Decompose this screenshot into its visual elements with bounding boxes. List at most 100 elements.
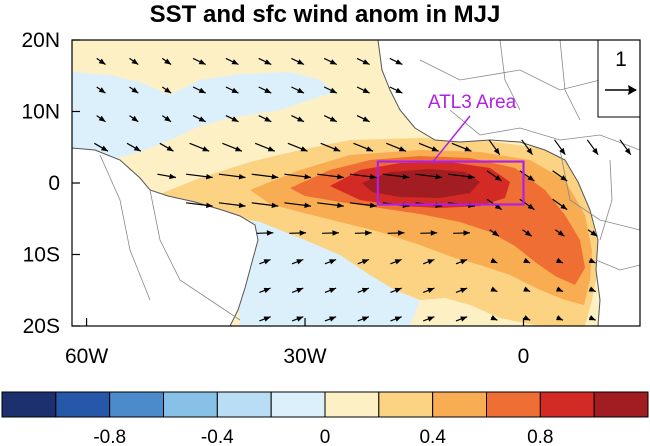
cool-region-sw [236,216,420,326]
wind-vector-arrowhead [164,115,172,122]
wind-vector-arrowhead [402,174,410,180]
wind-vector-arrowhead [464,146,472,152]
wind-vector-arrowhead [333,146,341,152]
longitude-axis: 60W 30W 0 [65,318,529,368]
south-america [72,147,259,326]
wind-vector-arrowhead [198,87,206,94]
wind-vector-arrowhead [395,87,403,94]
wind-vector-arrowhead [329,59,337,65]
wind-vector-arrowhead [169,173,176,180]
wind-vector-arrowhead [296,259,304,265]
wind-vector-arrowhead [435,174,443,180]
wind-vector-arrowhead [460,316,468,322]
wind-vector-arrowhead [131,58,139,65]
figure-title: SST and sfc wind anom in MJJ [150,1,501,28]
reference-vector-arrowhead [628,85,637,95]
map-panel [72,40,640,326]
wind-vector-arrowhead [198,116,206,122]
wind-vector-arrowhead [523,286,531,292]
wind-vector-arrowhead [264,116,272,122]
wind-vector-arrowhead [329,287,337,293]
colorbar-swatch [270,391,326,418]
wind-vector-arrowhead [202,146,210,152]
wind-vector-arrowhead [337,174,344,180]
colorbar-swatch [1,391,57,418]
warm-level-6 [362,169,480,198]
wind-vector-arrowhead [264,59,272,65]
wind-vector-arrowhead [361,287,369,293]
wind-vector-arrowhead [494,203,502,210]
cool-anomaly-shading [72,72,420,326]
wind-vector-arrowhead [557,230,565,237]
wind-vector-arrowhead [271,202,279,208]
wind-vector-arrowhead [296,316,304,322]
wind-vector-arrowhead [527,203,535,210]
colorbar-tick-label: 0.8 [527,427,553,446]
wind-vector-arrowhead [329,259,337,265]
wind-vector-arrowhead [560,203,568,210]
wind-vector-arrowhead [362,87,370,94]
latitude-axis: 20N 10N 0 10S 20S [21,29,80,338]
wind-vector-arrowhead [304,202,311,208]
colorbar-swatch [593,391,649,418]
wind-vector-arrowhead [588,286,596,292]
wind-vector-arrowhead [206,174,213,180]
wind-vector-arrowhead [592,147,599,155]
colorbar-swatch [432,391,488,418]
wind-vector-arrowhead [98,115,106,122]
wind-vector-arrowhead [329,87,337,94]
wind-vector-arrowhead [299,230,307,236]
wind-vector-arrowhead [362,116,370,122]
colorbar-swatch [486,391,541,418]
wind-vector-arrowhead [523,315,531,321]
wind-vector-arrowhead [527,175,535,181]
wind-vector-arrowhead [556,315,563,321]
lat-tick-label: 10S [23,244,60,267]
colorbar-tick-label: 0.4 [419,427,446,446]
wind-vector-arrowhead [101,145,108,152]
wind-vector-arrowhead [490,257,498,263]
wind-vector-arrowhead [490,315,498,321]
wind-vector-arrowhead [297,59,304,65]
land-masses [72,40,640,326]
wind-vector-arrowhead [493,147,500,155]
wind-vector-arrowhead [98,87,106,94]
wind-vector-arrowhead [263,287,271,293]
wind-vector-arrowhead [296,287,304,293]
wind-vector-arrowhead [235,146,242,152]
lat-tick-label: 20N [21,29,60,52]
wind-vector-arrowhead [332,230,339,236]
wind-vector-arrowhead [266,230,274,236]
wind-vector-arrowhead [300,146,308,152]
lon-tick-label: 60W [65,345,108,368]
wind-vector-arrowhead [337,202,344,208]
africa [377,40,640,326]
wind-vector-arrowhead [490,286,498,292]
wind-vector-arrowhead [624,147,631,155]
wind-vector-arrowhead [267,146,275,152]
wind-vector-arrowhead [231,87,239,94]
atl3-area-label: ATL3 Area [428,92,517,113]
wind-vector-arrowhead [460,287,468,293]
wind-vector-arrowhead [329,316,337,322]
wind-vector-arrowhead [263,259,271,265]
wind-vector-arrowhead [361,316,369,322]
wind-vector-arrowhead [427,287,435,293]
lat-tick-label: 20S [23,315,60,338]
wind-vector-arrowhead [166,145,174,152]
reference-vector-label: 1 [615,48,627,71]
wind-vector-arrowhead [366,146,374,152]
wind-vector-arrowhead [164,58,172,65]
wind-vector-arrowhead [329,116,337,122]
wind-vector-arrowhead [468,174,475,180]
wind-vector-arrowhead [524,230,532,237]
wind-vector-arrowhead [369,202,377,208]
wind-vector-arrowhead [98,58,106,65]
wind-vector-arrowhead [133,145,141,152]
wind-vector-arrowhead [395,59,403,65]
colorbar-swatch [324,391,380,418]
colorbar-swatch [109,391,164,418]
colorbar-swatch [55,391,111,418]
wind-vector-arrowhead [206,202,213,208]
wind-vector-arrowhead [427,259,435,265]
